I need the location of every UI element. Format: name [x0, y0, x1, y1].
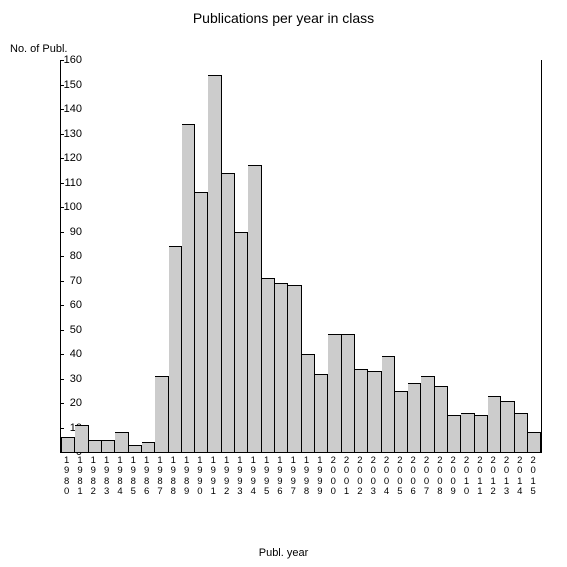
x-tick-label: 1993: [233, 456, 246, 498]
x-tick-label: 1999: [313, 456, 326, 498]
bar: [115, 432, 128, 452]
bar: [195, 192, 208, 452]
bar: [435, 386, 448, 452]
x-tick-label: 1987: [153, 456, 166, 498]
x-tick-label: 2000: [327, 456, 340, 498]
bar: [89, 440, 102, 452]
x-tick-label: 1991: [207, 456, 220, 498]
x-tick-label: 2008: [433, 456, 446, 498]
y-axis-label: No. of Publ.: [10, 43, 67, 55]
x-tick-label: 2009: [447, 456, 460, 498]
x-tick-label: 2006: [407, 456, 420, 498]
x-tick-label: 2013: [500, 456, 513, 498]
bar: [208, 75, 221, 452]
bars-group: [61, 60, 541, 452]
plot-area: [60, 60, 542, 453]
x-tick-label: 1988: [167, 456, 180, 498]
x-tick-label: 2004: [380, 456, 393, 498]
x-tick-label: 1984: [113, 456, 126, 498]
bar: [275, 283, 288, 452]
bar: [315, 374, 328, 452]
bar: [421, 376, 434, 452]
bar: [475, 415, 488, 452]
bar: [248, 165, 261, 452]
bar: [169, 246, 182, 452]
bar: [142, 442, 155, 452]
bar: [501, 401, 514, 452]
bar: [368, 371, 381, 452]
x-axis-tick-labels: 1980198119821983198419851986198719881989…: [60, 456, 540, 498]
bar: [355, 369, 368, 452]
bar: [182, 124, 195, 452]
x-tick-label: 1996: [273, 456, 286, 498]
x-tick-label: 1985: [127, 456, 140, 498]
x-tick-label: 1986: [140, 456, 153, 498]
bar: [61, 437, 75, 452]
bar: [155, 376, 168, 452]
bar: [528, 432, 541, 452]
bar-chart: Publications per year in class No. of Pu…: [0, 0, 567, 567]
x-tick-label: 2002: [353, 456, 366, 498]
bar: [75, 425, 88, 452]
x-axis-label: Publ. year: [0, 547, 567, 559]
x-tick-label: 1983: [100, 456, 113, 498]
bar: [515, 413, 528, 452]
bar: [395, 391, 408, 452]
x-tick-label: 1989: [180, 456, 193, 498]
x-tick-label: 2003: [367, 456, 380, 498]
x-tick-label: 1981: [73, 456, 86, 498]
x-tick-label: 1998: [300, 456, 313, 498]
x-tick-label: 1982: [87, 456, 100, 498]
x-tick-label: 1992: [220, 456, 233, 498]
bar: [262, 278, 275, 452]
bar: [408, 383, 421, 452]
x-tick-label: 2007: [420, 456, 433, 498]
bar: [448, 415, 461, 452]
x-tick-label: 2010: [460, 456, 473, 498]
bar: [302, 354, 315, 452]
x-tick-label: 1997: [287, 456, 300, 498]
bar: [102, 440, 115, 452]
x-tick-label: 2012: [487, 456, 500, 498]
bar: [382, 356, 395, 452]
x-tick-label: 1990: [193, 456, 206, 498]
x-tick-label: 2001: [340, 456, 353, 498]
x-tick-label: 2011: [473, 456, 486, 498]
bar: [328, 334, 341, 452]
bar: [488, 396, 501, 452]
bar: [235, 232, 248, 453]
bar: [461, 413, 474, 452]
x-tick-label: 1980: [60, 456, 73, 498]
x-tick-label: 2005: [393, 456, 406, 498]
x-tick-label: 2015: [526, 456, 539, 498]
chart-title: Publications per year in class: [0, 10, 567, 26]
bar: [342, 334, 355, 452]
x-tick-label: 2014: [513, 456, 526, 498]
bar: [129, 445, 142, 452]
x-tick-label: 1994: [247, 456, 260, 498]
x-tick-label: 1995: [260, 456, 273, 498]
bar: [222, 173, 235, 452]
bar: [288, 285, 301, 452]
